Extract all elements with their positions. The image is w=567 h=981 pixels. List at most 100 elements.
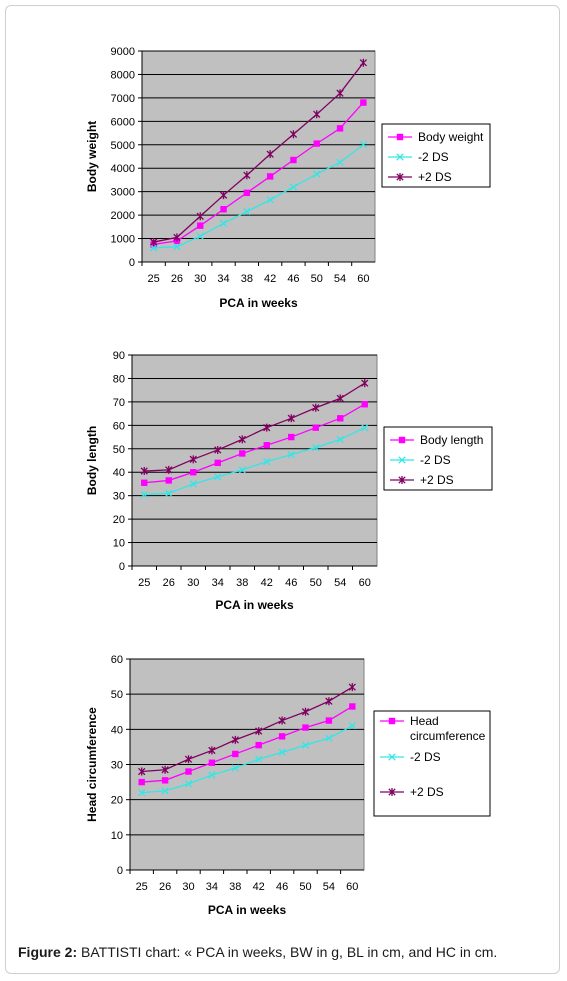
data-point [361,424,369,432]
data-point [208,771,216,779]
data-point [141,479,148,486]
legend: Body weight -2 DS +2 DS [381,123,491,188]
series-line [153,62,364,243]
y-tick-label: 2000 [111,210,135,222]
data-point [208,759,216,766]
data-point [161,765,169,774]
data-point [255,741,262,749]
data-point [255,727,263,736]
y-tick-label: 5000 [111,140,135,152]
data-point [336,158,344,167]
figure-frame [5,5,560,974]
data-point [290,156,297,164]
legend-marker [396,133,404,141]
data-point [173,243,181,251]
x-tick-label: 54 [334,273,346,285]
data-point [266,196,274,204]
data-point [231,764,239,772]
legend-label: Body length [420,433,483,447]
x-tick-label: 60 [357,273,369,285]
data-point [189,480,197,488]
y-tick-label: 10 [111,830,123,842]
data-point [359,58,368,67]
data-point [348,683,356,692]
legend-label: Head circumference [410,714,486,743]
y-tick-label: 30 [113,491,125,503]
data-point [312,424,319,431]
data-point [238,466,246,474]
x-tick-label: 34 [212,577,224,589]
data-point [325,697,333,706]
data-point [196,212,204,221]
legend-marker [388,788,396,796]
series-line [153,144,364,249]
caption-text: BATTISTI chart: « PCA in weeks, BW in g,… [77,944,498,960]
data-point [189,455,197,464]
legend-box [373,710,491,817]
data-point [278,748,286,756]
data-point [214,459,221,467]
data-point [336,394,344,403]
data-point [287,450,295,459]
x-tick-label: 60 [346,881,358,893]
x-tick-label: 34 [217,273,229,285]
series-2 [149,141,368,252]
legend-label: +2 DS [418,170,452,184]
y-tick-label: 40 [113,467,125,479]
caption-label: Figure 2: [18,944,78,960]
series-line [141,686,353,773]
x-tick-label: 30 [187,577,199,589]
data-point [165,489,173,497]
series-line [144,403,366,484]
x-tick-label: 25 [148,273,160,285]
data-point [263,458,271,466]
x-tick-label: 42 [261,577,273,589]
data-point [243,171,251,180]
series-1 [141,401,368,486]
x-tick-label: 26 [159,881,171,893]
data-point [231,735,239,744]
data-point [312,403,320,412]
y-tick-label: 50 [111,689,123,701]
data-point [278,733,286,740]
data-point [325,734,333,742]
data-point [263,442,270,449]
y-tick-label: 40 [111,724,123,736]
data-point [313,110,321,119]
x-axis-title: PCA in weeks [208,903,287,917]
data-point [239,450,246,457]
data-point [197,222,204,229]
y-tick-label: 0 [129,257,135,269]
data-point [232,750,239,758]
legend-marker [396,153,404,161]
x-tick-label: 42 [253,881,265,893]
legend-label: -2 DS [420,453,451,467]
y-tick-label: 8000 [111,69,135,81]
series-line [141,705,353,783]
y-tick-label: 0 [117,865,123,877]
legend-label: +2 DS [420,473,454,487]
data-point [149,244,158,252]
chart-1: 0 1000 2000 3000 4000 5000 6000 7000 8000 9000 25 2… [85,46,491,310]
series-3 [140,379,369,476]
x-tick-label: 42 [264,273,276,285]
data-point [255,755,263,763]
y-tick-label: 70 [113,397,125,409]
data-point [301,707,310,716]
data-point [208,746,216,755]
chart-3: 0 10 20 30 40 50 60 25 26 30 34 38 42 46 50 54 60 PCA in … [85,654,491,917]
y-tick-label: 60 [113,420,125,432]
legend-marker [398,436,406,444]
data-point [336,125,344,132]
series-2 [138,722,356,797]
data-point [140,467,148,476]
data-point [184,780,193,788]
y-tick-label: 1000 [111,234,135,246]
legend: Body length -2 DS +2 DS [383,426,493,491]
legend-marker [398,476,406,484]
data-point [165,465,173,474]
data-point [149,238,158,247]
data-point [140,490,148,499]
data-point [325,717,333,724]
y-tick-label: 3000 [111,187,135,199]
